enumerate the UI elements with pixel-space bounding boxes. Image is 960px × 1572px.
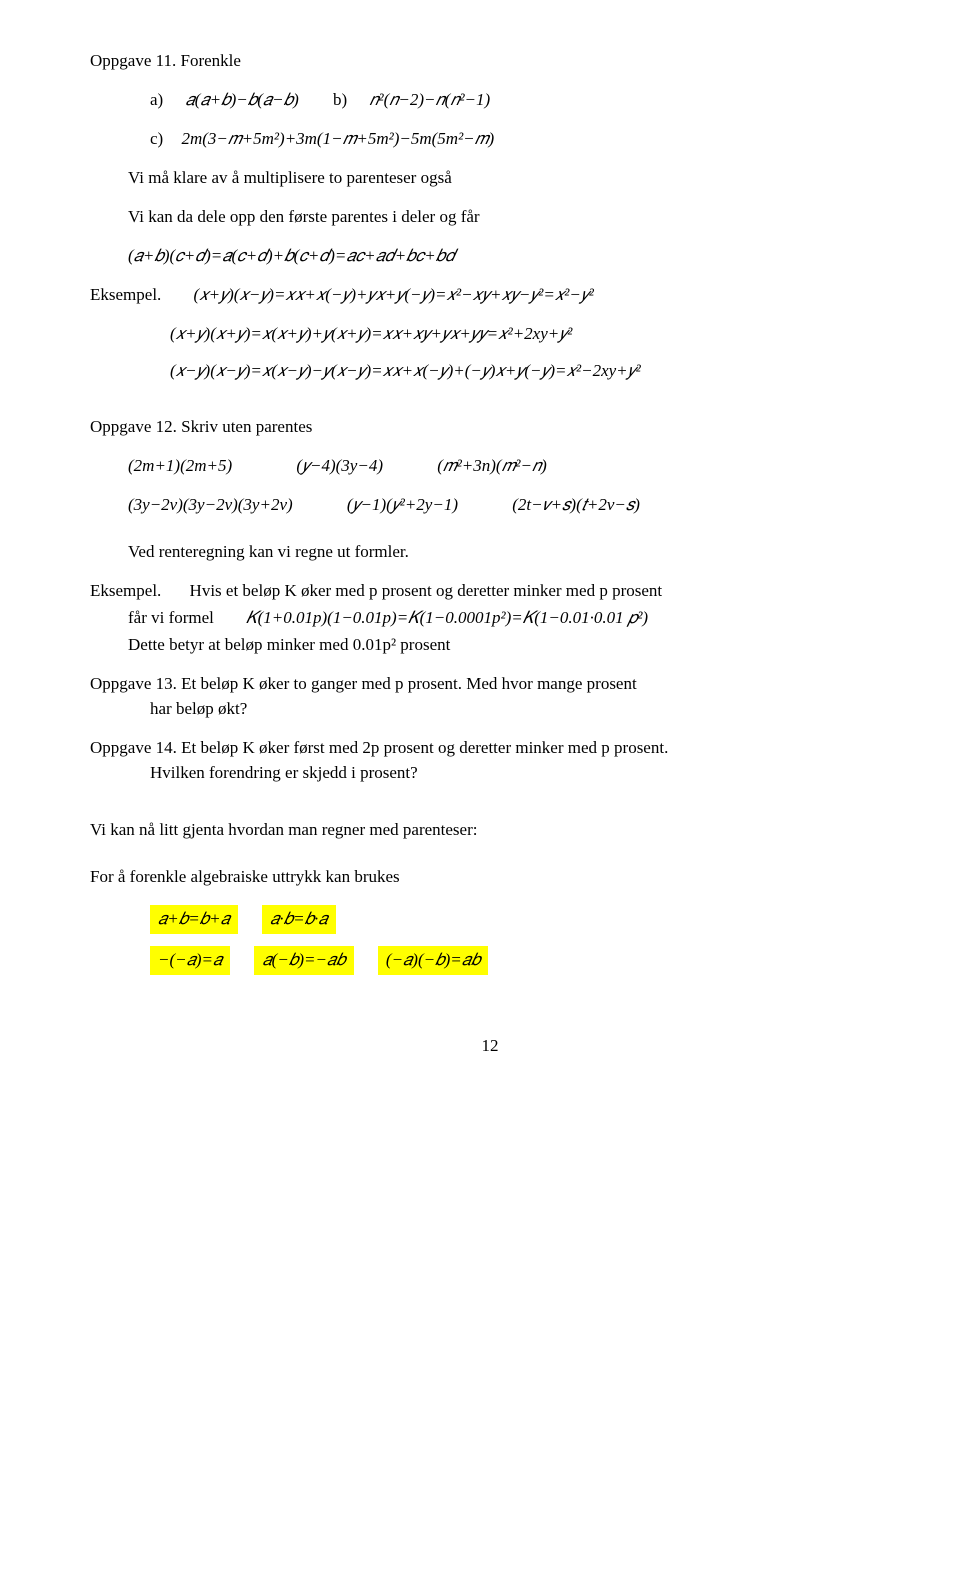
example-label: Eksempel. <box>90 285 161 304</box>
task-13-line2: har beløp økt? <box>150 698 890 721</box>
expr-xy-sum-sq: (𝑥+𝑦)(𝑥+𝑦)=𝑥(𝑥+𝑦)+𝑦(𝑥+𝑦)=𝑥𝑥+𝑥𝑦+𝑦𝑥+𝑦𝑦=𝑥²+… <box>170 323 890 346</box>
expr-c: 2m(3−𝑚+5m²)+3m(1−𝑚+5m²)−5m(5m²−𝑚) <box>181 129 494 148</box>
task-11-ab-row: a) 𝑎(𝑎+𝑏)−𝑏(𝑎−𝑏) b) 𝑛²(𝑛−2)−𝑛(𝑛²−1) <box>150 89 890 112</box>
expr-12-2c: (2t−𝑣+𝑠)(𝑡+2v−𝑠) <box>512 495 640 514</box>
expr-a: 𝑎(𝑎+𝑏)−𝑏(𝑎−𝑏) <box>185 90 298 109</box>
text-forenkle: For å forenkle algebraiske uttrykk kan b… <box>90 866 890 889</box>
expr-interest: 𝐾(1+0.01p)(1−0.01p)=𝐾(1−0.0001p²)=𝐾(1−0.… <box>246 608 648 627</box>
expr-12-1c: (𝑚²+3n)(𝑚²−𝑛) <box>437 456 547 475</box>
hl-commutative-mul: 𝑎·𝑏=𝑏·𝑎 <box>262 905 335 934</box>
label-b: b) <box>333 90 347 109</box>
label-a: a) <box>150 90 163 109</box>
task-14-line1: Oppgave 14. Et beløp K øker først med 2p… <box>90 737 890 760</box>
expr-12-1b: (𝑦−4)(3y−4) <box>296 456 383 475</box>
text-formel: får vi formel <box>128 608 214 627</box>
text-gjenta: Vi kan nå litt gjenta hvordan man regner… <box>90 819 890 842</box>
task-12-row1: (2m+1)(2m+5) (𝑦−4)(3y−4) (𝑚²+3n)(𝑚²−𝑛) <box>128 455 890 478</box>
hl-neg-a-neg-b: (−𝑎)(−𝑏)=𝑎𝑏 <box>378 946 489 975</box>
example-2-text: Hvis et beløp K øker med p prosent og de… <box>190 581 663 600</box>
expr-12-1a: (2m+1)(2m+5) <box>128 456 232 475</box>
page-number: 12 <box>90 1035 890 1058</box>
task-13-line1: Oppgave 13. Et beløp K øker to ganger me… <box>90 673 890 696</box>
hl-a-neg-b: 𝑎(−𝑏)=−𝑎𝑏 <box>254 946 353 975</box>
task-12-row2: (3y−2v)(3y−2v)(3y+2v) (𝑦−1)(𝑦²+2y−1) (2t… <box>128 494 890 517</box>
example-1-row: Eksempel. (𝑥+𝑦)(𝑥−𝑦)=𝑥𝑥+𝑥(−𝑦)+𝑦𝑥+𝑦(−𝑦)=𝑥… <box>90 284 890 307</box>
expr-b: 𝑛²(𝑛−2)−𝑛(𝑛²−1) <box>369 90 490 109</box>
hl-commutative-add: 𝑎+𝑏=𝑏+𝑎 <box>150 905 238 934</box>
example-2-line2: får vi formel 𝐾(1+0.01p)(1−0.01p)=𝐾(1−0.… <box>128 607 890 630</box>
example-2-label: Eksempel. <box>90 581 161 600</box>
highlight-row-1: 𝑎+𝑏=𝑏+𝑎 𝑎·𝑏=𝑏·𝑎 <box>150 905 890 934</box>
text-minker-med: Dette betyr at beløp minker med 0.01p² p… <box>128 634 890 657</box>
task-12-heading: Oppgave 12. Skriv uten parentes <box>90 416 890 439</box>
expr-12-2a: (3y−2v)(3y−2v)(3y+2v) <box>128 495 293 514</box>
expr-expand-abcd: (𝑎+𝑏)(𝑐+𝑑)=𝑎(𝑐+𝑑)+𝑏(𝑐+𝑑)=𝑎𝑐+𝑎𝑑+𝑏𝑐+𝑏𝑑 <box>128 245 890 268</box>
hl-neg-neg: −(−𝑎)=𝑎 <box>150 946 230 975</box>
label-c: c) <box>150 129 163 148</box>
example-2-row: Eksempel. Hvis et beløp K øker med p pro… <box>90 580 890 603</box>
expr-xy-diff-sq: (𝑥−𝑦)(𝑥−𝑦)=𝑥(𝑥−𝑦)−𝑦(𝑥−𝑦)=𝑥𝑥+𝑥(−𝑦)+(−𝑦)𝑥+… <box>170 360 890 383</box>
text-dele-opp: Vi kan da dele opp den første parentes i… <box>128 206 890 229</box>
task-11-heading: Oppgave 11. Forenkle <box>90 50 890 73</box>
task-11-c-row: c) 2m(3−𝑚+5m²)+3m(1−𝑚+5m²)−5m(5m²−𝑚) <box>150 128 890 151</box>
text-multiplisere: Vi må klare av å multiplisere to parente… <box>128 167 890 190</box>
text-renteregning: Ved renteregning kan vi regne ut formler… <box>128 541 890 564</box>
highlight-row-2: −(−𝑎)=𝑎 𝑎(−𝑏)=−𝑎𝑏 (−𝑎)(−𝑏)=𝑎𝑏 <box>150 946 890 975</box>
task-14-line2: Hvilken forendring er skjedd i prosent? <box>150 762 890 785</box>
expr-12-2b: (𝑦−1)(𝑦²+2y−1) <box>347 495 458 514</box>
expr-xy-diff: (𝑥+𝑦)(𝑥−𝑦)=𝑥𝑥+𝑥(−𝑦)+𝑦𝑥+𝑦(−𝑦)=𝑥²−𝑥𝑦+𝑥𝑦−𝑦²… <box>194 285 594 304</box>
